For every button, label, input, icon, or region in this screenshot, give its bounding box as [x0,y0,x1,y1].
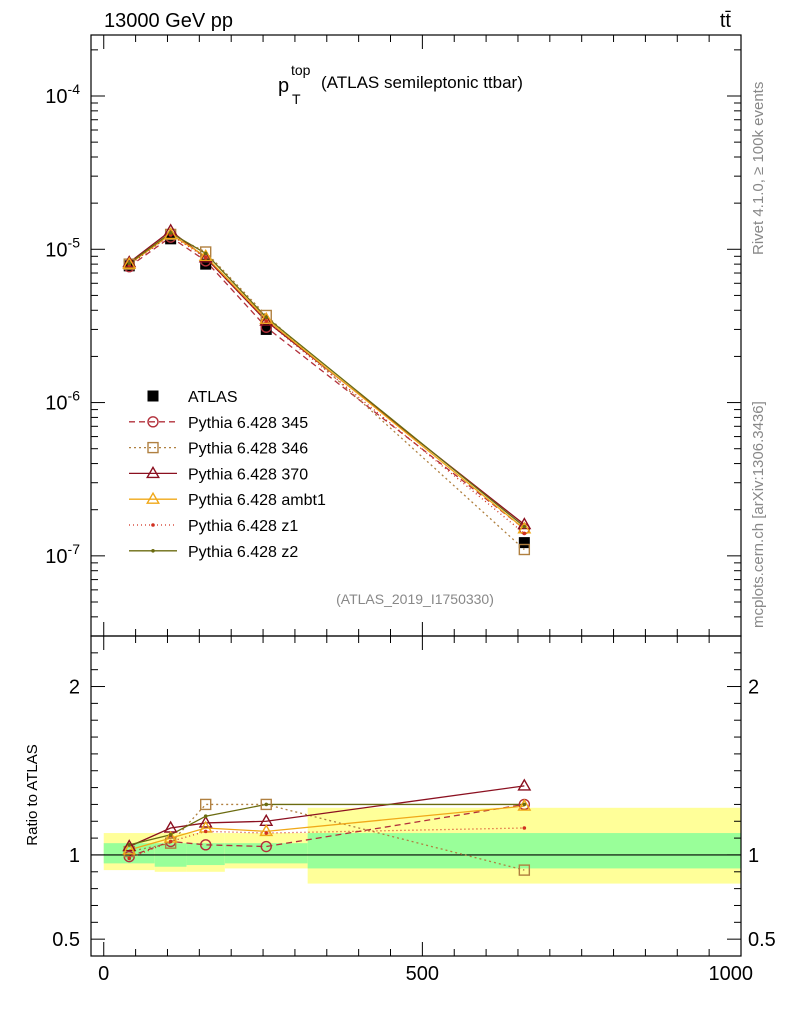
legend-label-2: Pythia 6.428 346 [188,441,308,458]
legend-label-4: Pythia 6.428 ambt1 [188,492,326,509]
series-5-point [522,531,527,536]
ratio-panel [91,807,741,884]
ratio-series-3-point [122,842,137,855]
series-6-point [522,524,527,529]
ratio-series-2-point [122,839,137,852]
y-tick-label: 10-5 [45,234,80,261]
ratio-series-5-point [203,814,208,819]
series-4-line [128,233,525,530]
rivet-label: Rivet 4.1.0, ≥ 100k events [750,82,767,255]
series-5-point [203,255,208,260]
legend-marker-6 [151,549,155,553]
legend-marker-2 [147,441,159,454]
ratio-series-1-point [518,864,531,876]
series-4-point [259,311,274,324]
series-3-point [517,517,532,530]
y-tick-label: 10-7 [45,541,80,568]
series-1-line [128,236,525,530]
x-tick-label: 500 [406,963,439,985]
series-6-point [264,315,269,320]
series-4-point [198,248,213,261]
ratio-y-tick-label: 1 [69,845,80,867]
ratio-series-4-point [127,856,132,861]
ratio-series-3-point [259,823,274,837]
ratio-series-4-point [264,831,269,835]
source-url-label: mcplots.cern.ch [arXiv:1306.3436] [750,401,767,628]
energy-label: 13000 GeV pp [104,10,233,32]
legend-label-3: Pythia 6.428 370 [188,466,308,483]
ratio-series-4-point [168,839,173,844]
ratio-series-5-point [522,802,527,807]
ratio-series-2-point [198,815,213,828]
legend-marker-0 [147,390,159,402]
x-tick-label: 0 [98,963,109,985]
series-3-point [198,250,213,263]
ratio-series-0-point [260,840,272,853]
inner-band-4 [307,833,741,869]
ratio-series-0-point [200,839,212,851]
series-3-point [259,313,274,326]
series-5-point [264,319,269,323]
ratio-y-tick-label-right: 2 [748,677,759,699]
ratio-y-tick-label-right: 0.5 [748,929,776,951]
legend-label-5: Pythia 6.428 z1 [188,518,298,535]
series-4-point [122,256,137,269]
title-sub: T [292,91,301,107]
ratio-series-4-point [522,826,527,830]
y-tick-label: 10-6 [45,388,80,415]
series-6-point [168,231,173,235]
ratio-series-5-point [127,843,132,847]
legend-label-6: Pythia 6.428 z2 [188,544,298,561]
series-5-line [128,234,525,534]
y-tick-label: 10-4 [45,81,80,108]
ratio-series-3-point [517,798,532,811]
title-p: p [278,75,289,97]
ratio-series-1-point [260,798,272,811]
legend-marker-5 [151,523,155,527]
process-label: tt̄ [720,10,732,32]
ratio-series-4-point [203,829,208,834]
ratio-series-2-point [517,778,532,791]
x-tick-label: 1000 [709,963,754,985]
series-6-point [127,261,132,266]
ratio-y-tick-label-right: 1 [748,845,759,867]
series-6-point [203,251,208,256]
inner-band-3 [224,843,308,864]
plot-title: p top T (ATLAS semileptonic ttbar) [278,62,523,107]
series-4-point [163,227,178,240]
series-0-point [200,258,212,270]
legend-label-0: ATLAS [188,389,238,406]
title-sup: top [291,62,311,78]
ratio-series-1-point [200,798,212,811]
ratio-series-5-point [168,832,173,837]
ratio-series-1-point [164,837,177,849]
ratio-series-3-line [129,805,525,851]
series-0-point [518,537,530,549]
series-0-point [260,323,272,335]
ratio-frame [90,635,742,957]
ratio-y-tick-label: 2 [69,677,80,699]
legend-label-1: Pythia 6.428 345 [188,415,308,432]
ratio-ylabel: Ratio to ATLAS [24,744,41,845]
legend-marker-3 [146,465,160,479]
series-2-point [518,543,531,556]
ratio-series-5-point [264,802,269,807]
legend-marker-4 [146,491,160,504]
legend-marker-1 [147,416,159,428]
inner-band-2 [186,843,225,866]
title-rest: (ATLAS semileptonic ttbar) [321,73,523,92]
analysis-label: (ATLAS_2019_I1750330) [336,591,494,607]
ratio-y-tick-label: 0.5 [52,929,80,951]
legend: ATLAS Pythia 6.428 345 Pythia 6.428 346 Pyt… [129,389,326,561]
